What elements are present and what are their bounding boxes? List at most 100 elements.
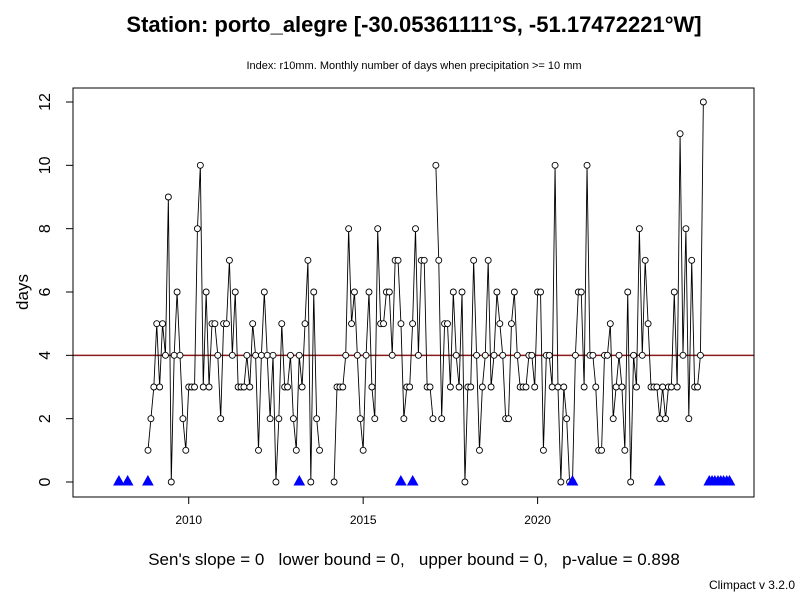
data-point	[571, 351, 579, 359]
data-point	[592, 383, 600, 391]
y-tick-label: 0	[37, 477, 54, 486]
data-point	[531, 383, 539, 391]
data-point	[662, 415, 669, 423]
data-point	[696, 351, 704, 359]
data-point	[528, 351, 536, 359]
data-point	[455, 383, 463, 391]
data-point	[612, 383, 620, 391]
data-point	[499, 351, 507, 359]
data-point	[313, 415, 321, 423]
data-point	[380, 320, 387, 328]
data-point	[202, 288, 210, 296]
data-point	[478, 383, 486, 391]
data-point	[449, 288, 457, 296]
data-point	[397, 320, 405, 328]
y-tick-label: 4	[37, 351, 54, 360]
data-point	[167, 478, 175, 486]
data-point	[577, 288, 585, 296]
data-point	[179, 415, 187, 423]
data-point	[176, 351, 184, 359]
data-point	[287, 351, 294, 359]
data-point	[539, 446, 547, 454]
data-point	[461, 478, 469, 486]
data-point	[170, 351, 178, 359]
data-point	[301, 320, 309, 328]
data-point	[348, 320, 355, 328]
data-point	[214, 351, 222, 359]
data-point	[231, 288, 239, 296]
data-point	[679, 351, 687, 359]
data-point	[505, 415, 512, 423]
data-point	[429, 415, 437, 423]
data-point	[583, 161, 591, 169]
data-point	[406, 383, 414, 391]
data-point	[193, 225, 201, 233]
data-point	[487, 383, 495, 391]
data-point	[688, 256, 696, 264]
data-point	[159, 320, 166, 328]
data-point	[240, 383, 248, 391]
data-point	[682, 225, 690, 233]
data-point	[685, 415, 693, 423]
data-point	[330, 478, 338, 486]
data-point	[249, 320, 257, 328]
y-tick-label: 6	[37, 287, 54, 296]
data-point	[307, 478, 315, 486]
data-point	[266, 415, 274, 423]
data-point	[350, 288, 358, 296]
data-point	[615, 351, 623, 359]
data-point	[388, 351, 396, 359]
y-tick-label: 12	[37, 93, 54, 111]
zero-marker-triangle	[406, 474, 419, 486]
data-point	[513, 351, 521, 359]
data-point	[673, 383, 681, 391]
data-point	[257, 351, 265, 359]
data-point	[438, 415, 446, 423]
y-tick-label: 10	[37, 156, 54, 174]
data-point	[496, 320, 504, 328]
data-point	[150, 383, 158, 391]
data-point	[557, 478, 565, 486]
data-point	[342, 351, 350, 359]
data-point	[653, 383, 661, 391]
data-point	[298, 383, 306, 391]
data-point	[560, 383, 568, 391]
data-point	[409, 320, 417, 328]
data-point	[537, 288, 544, 296]
data-point	[211, 320, 219, 328]
data-point	[156, 383, 164, 391]
data-point	[147, 415, 155, 423]
data-point	[667, 383, 675, 391]
x-tick-label: 2010	[175, 513, 202, 527]
data-point	[385, 288, 393, 296]
data-point	[228, 351, 236, 359]
data-point	[345, 225, 353, 233]
data-point	[446, 383, 454, 391]
data-point	[452, 351, 460, 359]
data-point	[362, 351, 370, 359]
data-point	[275, 415, 283, 423]
data-point	[467, 383, 475, 391]
data-point	[621, 446, 629, 454]
data-point	[603, 351, 611, 359]
data-point	[426, 383, 434, 391]
data-point	[580, 383, 588, 391]
data-point	[414, 351, 422, 359]
data-point	[551, 161, 559, 169]
data-point	[191, 383, 198, 391]
data-point	[255, 446, 262, 454]
data-point	[263, 351, 271, 359]
data-point	[368, 383, 376, 391]
data-point	[470, 256, 478, 264]
data-point	[435, 256, 443, 264]
zero-marker-triangle	[723, 474, 736, 486]
data-point	[641, 256, 649, 264]
data-point	[545, 351, 553, 359]
y-tick-label: 8	[37, 224, 54, 233]
data-point	[659, 383, 667, 391]
data-point	[554, 383, 562, 391]
data-point	[394, 256, 402, 264]
data-point	[310, 288, 318, 296]
data-point	[304, 256, 312, 264]
data-point	[694, 383, 701, 391]
